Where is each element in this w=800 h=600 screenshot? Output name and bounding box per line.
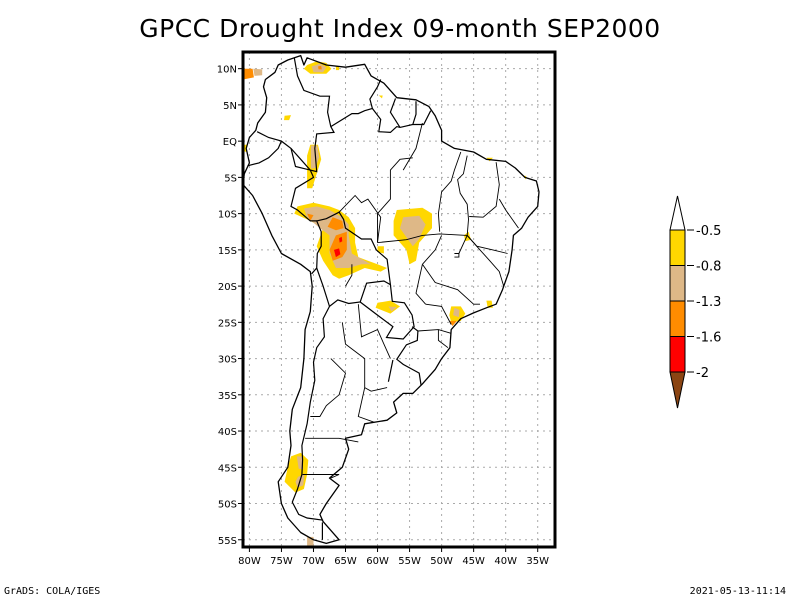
colorbar-label: -1.3: [696, 295, 721, 310]
drought-patch: [334, 248, 341, 258]
drought-patch: [453, 307, 460, 318]
drought-patch: [253, 68, 263, 76]
colorbar-label: -0.8: [696, 260, 721, 275]
drought-patch: [375, 300, 400, 314]
lon-tick-label: 45W: [462, 556, 485, 567]
state-border: [454, 253, 460, 258]
lat-tick-label: 40S: [218, 427, 237, 438]
coastline: [242, 54, 540, 545]
lon-tick-label: 55W: [398, 556, 421, 567]
state-border: [469, 162, 500, 218]
lat-tick-label: 45S: [218, 463, 237, 474]
drought-patch: [243, 68, 254, 80]
state-border: [457, 155, 469, 236]
lat-tick-label: EQ: [223, 137, 237, 148]
lat-tick-label: 50S: [218, 500, 237, 511]
state-border: [422, 235, 443, 265]
colorbar-label: -1.6: [696, 331, 721, 346]
map-frame: [241, 50, 557, 549]
state-border: [422, 264, 480, 305]
drought-patch: [335, 66, 340, 71]
drought-patch: [388, 306, 397, 312]
colorbar-bin: [669, 336, 686, 373]
lat-tick-label: 10S: [218, 210, 237, 221]
grid-lines: [243, 52, 555, 547]
drought-patch: [400, 215, 426, 247]
drought-patch: [327, 217, 344, 231]
state-border: [425, 303, 452, 325]
state-border: [377, 233, 468, 244]
colorbar-label: -0.5: [696, 224, 721, 239]
lat-tick-label: 15S: [218, 246, 237, 257]
colorbar-legend: -0.5 -0.8 -1.3 -1.6 -2: [669, 195, 721, 409]
state-border: [498, 198, 519, 229]
lon-tick-label: 80W: [238, 556, 261, 567]
lat-tick-label: 5S: [224, 173, 237, 184]
lon-tick-label: 40W: [494, 556, 517, 567]
country-border: [330, 79, 382, 128]
state-border: [458, 234, 505, 287]
state-border: [377, 157, 413, 243]
state-border: [302, 474, 340, 479]
colorbar-bin: [669, 300, 686, 337]
lat-tick-label: 25S: [218, 318, 237, 329]
colorbar-top-arrow: [669, 195, 686, 231]
country-border: [359, 284, 415, 340]
lat-tick-label: 20S: [218, 282, 237, 293]
drought-patch: [378, 95, 383, 99]
country-border: [412, 110, 432, 126]
country-border: [256, 57, 335, 173]
state-border: [417, 329, 451, 334]
state-border: [341, 322, 375, 423]
drought-patch: [339, 236, 343, 243]
colorbar-bottom-arrow: [669, 371, 686, 409]
lon-tick-label: 70W: [302, 556, 325, 567]
drought-patches: [243, 61, 527, 546]
country-border: [387, 359, 394, 382]
lon-tick-label: 60W: [366, 556, 389, 567]
country-border: [247, 140, 282, 167]
drought-patch: [329, 231, 347, 261]
lat-tick-label: 30S: [218, 355, 237, 366]
chart-title: GPCC Drought Index 09-month SEP2000: [139, 14, 661, 43]
country-border: [389, 98, 401, 128]
state-border: [310, 358, 347, 417]
timestamp: 2021-05-13-11:14: [689, 586, 786, 597]
lat-tick-label: 5N: [223, 101, 237, 112]
country-border: [291, 306, 331, 521]
drought-patch: [284, 452, 309, 493]
colorbar-bin: [669, 265, 686, 302]
colorbar-label: -2: [696, 366, 709, 381]
lon-tick-label: 50W: [430, 556, 453, 567]
colorbar-bin: [669, 229, 686, 266]
drought-patch: [296, 456, 304, 470]
state-border: [415, 264, 426, 305]
state-border: [345, 264, 353, 287]
lat-tick-label: 55S: [218, 536, 237, 547]
lat-tick-label: 10N: [217, 65, 237, 76]
country-border: [316, 211, 392, 308]
drought-patch: [318, 65, 322, 70]
lon-tick-label: 35W: [526, 556, 549, 567]
state-border: [305, 437, 359, 443]
country-border: [395, 326, 422, 386]
state-border: [357, 304, 391, 359]
country-border: [290, 148, 322, 275]
state-border: [402, 122, 423, 171]
state-border: [364, 387, 388, 392]
lon-tick-label: 75W: [270, 556, 293, 567]
drought-patch: [284, 115, 291, 121]
state-border: [437, 329, 449, 349]
lat-tick-label: 35S: [218, 391, 237, 402]
country-border: [371, 101, 417, 134]
lon-tick-label: 65W: [334, 556, 357, 567]
state-border: [437, 151, 462, 232]
drought-patch: [449, 320, 457, 326]
state-border: [338, 194, 382, 243]
coastline-and-borders: [242, 54, 540, 545]
drought-patch: [307, 213, 314, 221]
grads-credit: GrADS: COLA/IGES: [4, 586, 101, 597]
axis-ticks: 10N 5N EQ 5S 10S 15S 20S 25S 30S 35S 40S 45S 50S 55S8…: [217, 65, 549, 567]
